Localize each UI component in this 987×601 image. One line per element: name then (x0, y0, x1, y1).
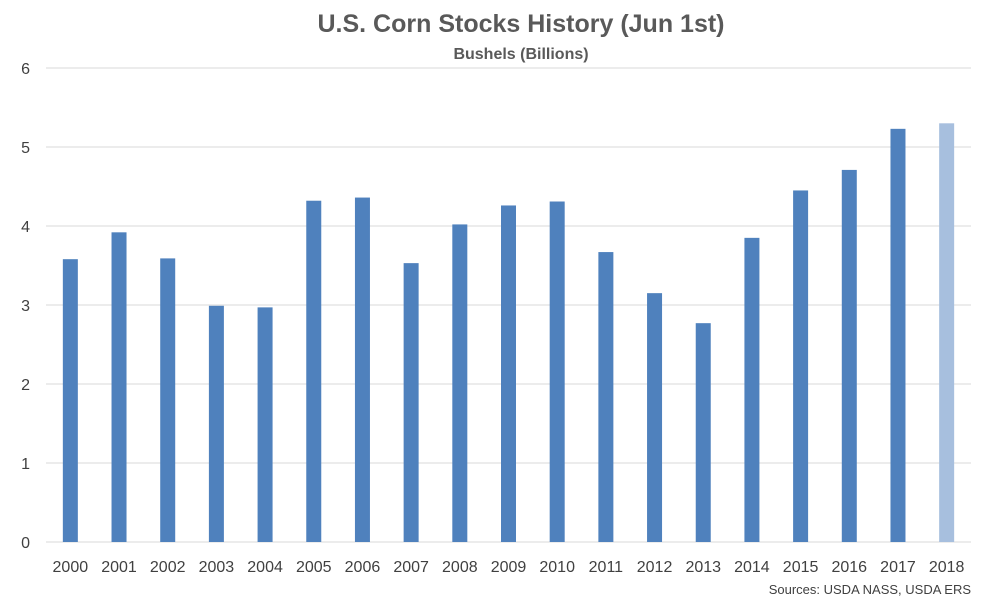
x-tick-label: 2006 (345, 559, 381, 576)
y-tick-label: 2 (21, 377, 30, 394)
bar-2004 (257, 307, 273, 542)
y-tick-label: 3 (21, 298, 30, 315)
bar-2014 (744, 237, 760, 542)
x-tick-label: 2000 (53, 559, 89, 576)
x-tick-label: 2005 (296, 559, 332, 576)
bar-2010 (549, 201, 565, 542)
x-tick-label: 2010 (539, 559, 575, 576)
bar-2005 (306, 200, 322, 542)
chart-title: U.S. Corn Stocks History (Jun 1st) (317, 10, 724, 38)
x-tick-label: 2007 (393, 559, 429, 576)
x-tick-label: 2001 (101, 559, 137, 576)
x-tick-label: 2018 (929, 559, 965, 576)
y-tick-label: 6 (21, 61, 30, 78)
x-tick-label: 2016 (831, 559, 867, 576)
x-tick-label: 2002 (150, 559, 186, 576)
bar-2009 (501, 205, 516, 542)
x-tick-label: 2009 (491, 559, 527, 576)
source-note: Sources: USDA NASS, USDA ERS (769, 582, 972, 597)
bar-2015 (793, 190, 809, 542)
chart-subtitle: Bushels (Billions) (453, 46, 588, 63)
bar-2018 (939, 123, 955, 543)
bar-2007 (403, 263, 419, 542)
x-tick-label: 2003 (199, 559, 235, 576)
x-tick-label: 2017 (880, 559, 916, 576)
bar-2000 (62, 259, 78, 542)
bars (62, 123, 955, 543)
x-tick-label: 2014 (734, 559, 770, 576)
y-axis-ticks: 0 1 2 3 4 5 6 (21, 61, 30, 552)
bar-2008 (452, 224, 468, 543)
y-tick-label: 4 (21, 219, 30, 236)
y-tick-label: 1 (21, 456, 30, 473)
bar-2012 (647, 293, 663, 542)
bar-2011 (598, 252, 614, 542)
x-tick-label: 2004 (247, 559, 283, 576)
bar-2002 (160, 258, 176, 542)
x-tick-label: 2008 (442, 559, 478, 576)
y-tick-label: 0 (21, 535, 30, 552)
x-tick-label: 2015 (783, 559, 819, 576)
bar-2013 (695, 323, 711, 542)
bar-2006 (354, 197, 370, 542)
x-axis-ticks: 2000 2001 2002 2003 2004 2005 2006 2007 2008 2009… (53, 559, 965, 576)
bar-2017 (890, 128, 906, 542)
bar-2003 (208, 305, 224, 542)
bar-2016 (841, 169, 857, 542)
x-tick-label: 2013 (685, 559, 721, 576)
x-tick-label: 2011 (589, 559, 624, 576)
bar-2001 (111, 232, 127, 542)
y-tick-label: 5 (21, 140, 30, 157)
x-tick-label: 2012 (637, 559, 673, 576)
